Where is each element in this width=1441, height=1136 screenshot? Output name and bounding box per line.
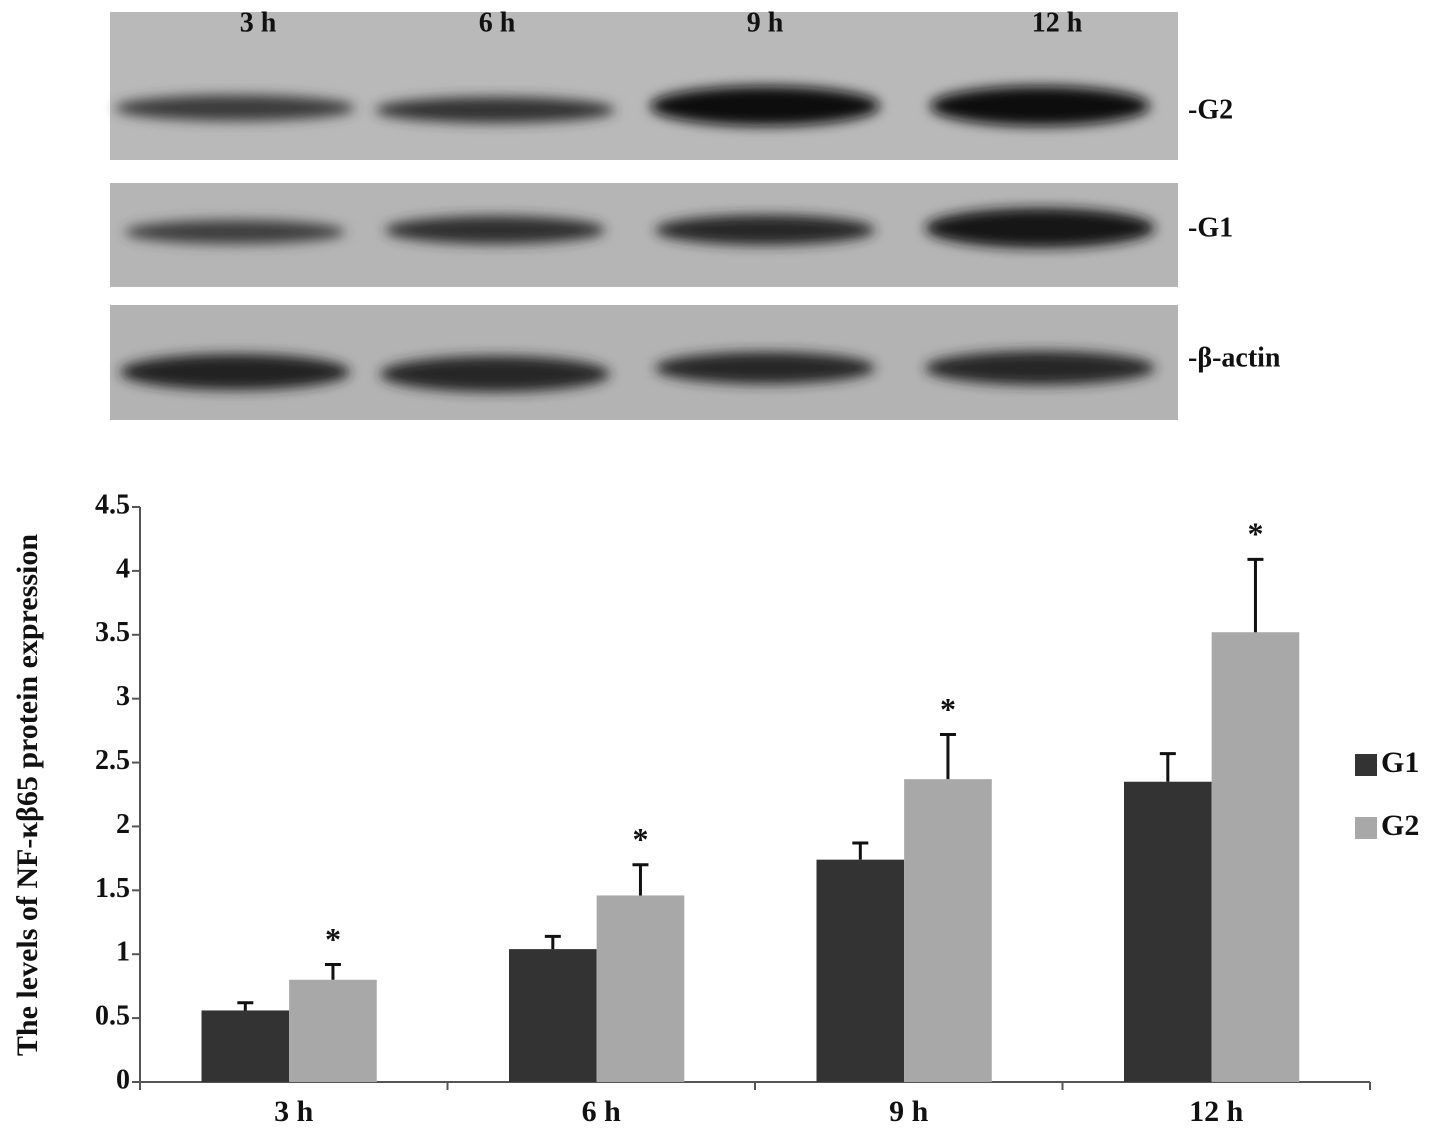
band-label: -G2 — [1188, 94, 1233, 125]
legend-swatch — [1355, 817, 1377, 839]
y-tick-label: 2 — [116, 809, 130, 840]
error-bar — [939, 732, 956, 780]
x-tick-label: 6 h — [582, 1095, 622, 1128]
significance-marker: * — [632, 821, 648, 857]
significance-marker: * — [1247, 516, 1263, 552]
significance-marker: * — [940, 691, 956, 727]
error-bar — [1159, 752, 1176, 782]
bar — [1124, 781, 1212, 1082]
significance-marker: * — [325, 921, 341, 957]
error-bar — [852, 841, 869, 860]
x-tick-label: 9 h — [889, 1095, 929, 1128]
legend-label: G1 — [1381, 746, 1419, 779]
y-tick-label: 0 — [116, 1064, 130, 1095]
y-tick-label: 0.5 — [95, 1001, 130, 1032]
lane-label: 6 h — [479, 7, 516, 38]
bar-chart: The levels of NF-κβ65 protein expression… — [11, 489, 1419, 1127]
lane-label: 9 h — [747, 7, 784, 38]
legend-label: G2 — [1381, 809, 1419, 842]
western-blot: 3 h 6 h 9 h 12 h -G2 -G1 -β-actin — [110, 7, 1281, 420]
bar — [904, 779, 992, 1082]
bar — [289, 979, 377, 1082]
y-tick-label: 3.5 — [95, 617, 130, 648]
y-axis-label: The levels of NF-κβ65 protein expression — [11, 534, 44, 1056]
bar — [1211, 632, 1300, 1082]
x-tick-label: 12 h — [1189, 1095, 1244, 1128]
error-bar — [237, 1001, 254, 1011]
blot-strip — [110, 12, 1178, 160]
error-bar — [544, 934, 561, 950]
y-tick-label: 1.5 — [95, 873, 130, 904]
error-bar — [632, 863, 649, 896]
y-tick-label: 2.5 — [95, 745, 130, 776]
band-label: -G1 — [1188, 212, 1233, 243]
y-tick-label: 3 — [116, 681, 130, 712]
band-label: -β-actin — [1188, 342, 1281, 373]
lane-label: 3 h — [240, 7, 277, 38]
y-tick-label: 1 — [116, 937, 130, 968]
error-bar — [1247, 557, 1264, 633]
bar — [201, 1010, 290, 1082]
bar — [509, 949, 597, 1082]
y-tick-label: 4.5 — [95, 489, 130, 520]
bar — [596, 895, 685, 1082]
bands — [115, 86, 1155, 392]
bar — [816, 859, 905, 1082]
lane-label: 12 h — [1032, 7, 1083, 38]
legend-swatch — [1355, 754, 1377, 776]
x-tick-label: 3 h — [274, 1095, 314, 1128]
error-bar — [324, 962, 341, 980]
y-tick-label: 4 — [116, 553, 130, 584]
